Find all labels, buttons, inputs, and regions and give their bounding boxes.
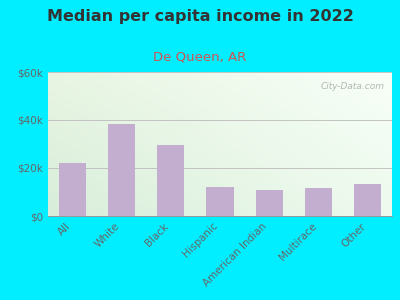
Bar [157,145,184,216]
Bar [206,187,234,216]
Text: De Queen, AR: De Queen, AR [153,51,247,64]
Text: City-Data.com: City-Data.com [321,82,385,91]
Bar [256,190,283,216]
Text: Median per capita income in 2022: Median per capita income in 2022 [46,9,354,24]
Bar [354,184,381,216]
Bar [59,163,86,216]
Bar [305,188,332,216]
Bar [108,124,135,216]
